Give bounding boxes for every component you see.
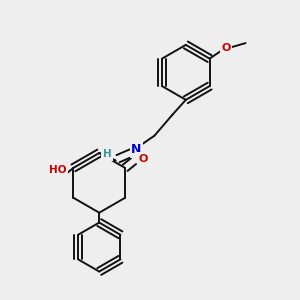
Text: H: H: [103, 149, 112, 159]
Text: O: O: [139, 154, 148, 164]
Text: HO: HO: [49, 165, 66, 175]
Text: N: N: [131, 143, 142, 156]
Text: O: O: [221, 44, 231, 53]
